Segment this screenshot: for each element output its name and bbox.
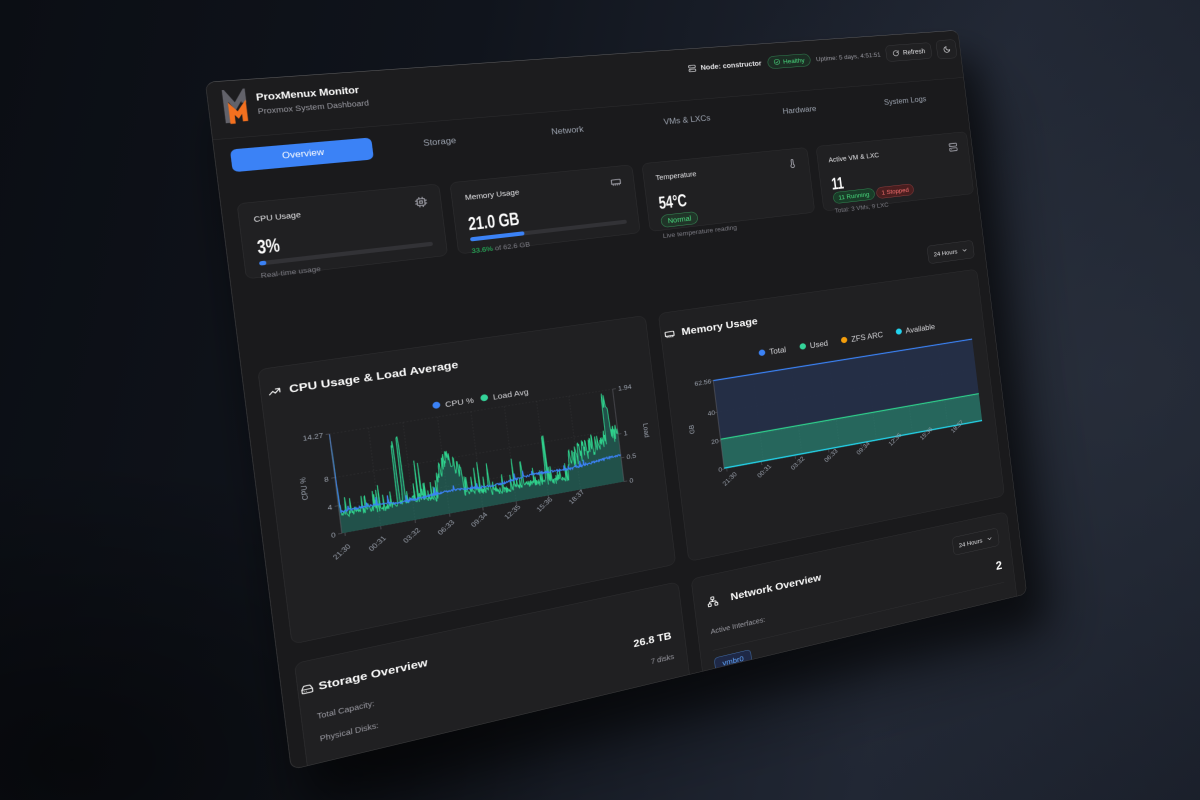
svg-text:62.56: 62.56 (694, 378, 712, 388)
svg-text:0.5: 0.5 (626, 452, 637, 461)
svg-text:0: 0 (629, 477, 634, 485)
svg-text:GB: GB (688, 424, 697, 434)
svg-text:15:36: 15:36 (535, 496, 554, 514)
svg-text:14.27: 14.27 (302, 432, 324, 443)
svg-text:1.94: 1.94 (618, 383, 633, 392)
svg-text:06:33: 06:33 (436, 518, 456, 536)
svg-text:0: 0 (331, 531, 337, 540)
svg-text:8: 8 (324, 475, 330, 484)
svg-text:CPU %: CPU % (298, 477, 310, 501)
svg-text:21:30: 21:30 (331, 542, 353, 561)
svg-text:0: 0 (718, 466, 723, 474)
svg-text:00:31: 00:31 (756, 463, 773, 480)
svg-text:03:32: 03:32 (789, 455, 806, 471)
svg-text:20: 20 (711, 438, 720, 446)
svg-text:Load: Load (641, 423, 650, 438)
svg-text:09:34: 09:34 (469, 511, 489, 529)
svg-text:03:32: 03:32 (402, 526, 423, 544)
svg-text:12:35: 12:35 (503, 503, 523, 521)
svg-text:00:31: 00:31 (367, 534, 388, 553)
svg-text:1: 1 (623, 429, 628, 437)
svg-text:40: 40 (707, 409, 716, 417)
svg-text:21:30: 21:30 (721, 470, 739, 487)
svg-text:4: 4 (327, 503, 333, 512)
